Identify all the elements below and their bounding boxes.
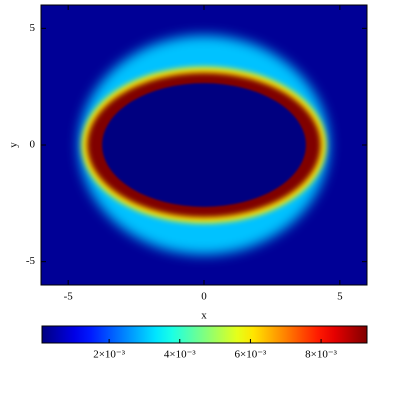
colorbar-tick-label: 4×10⁻³ [164,349,197,361]
heatmap [41,5,367,285]
x-tick-label: 5 [337,291,343,303]
x-tick-label: -5 [64,291,74,303]
colorbar [41,325,368,344]
colorbar-tick-label: 8×10⁻³ [305,349,338,361]
y-tick-label: 0 [30,139,36,151]
y-tick-label: -5 [26,255,36,267]
y-tick-label: 5 [30,22,36,34]
colorbar-tick-label: 2×10⁻³ [93,349,126,361]
heatmap-region [102,83,306,207]
x-tick-label: 0 [201,291,207,303]
x-axis-label: x [201,310,207,322]
colorbar-tick-label: 6×10⁻³ [235,349,268,361]
y-axis-label: y [8,142,20,148]
